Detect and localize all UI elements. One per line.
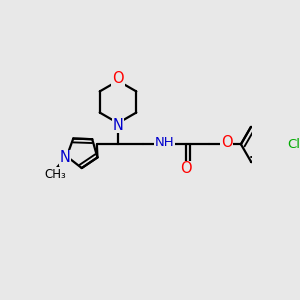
Text: N: N [112, 118, 123, 133]
Text: Cl: Cl [287, 138, 300, 151]
Text: CH₃: CH₃ [44, 167, 66, 181]
Text: O: O [112, 71, 124, 86]
Text: O: O [221, 135, 232, 150]
Text: N: N [59, 150, 70, 165]
Text: O: O [181, 161, 192, 176]
Text: NH: NH [155, 136, 175, 149]
